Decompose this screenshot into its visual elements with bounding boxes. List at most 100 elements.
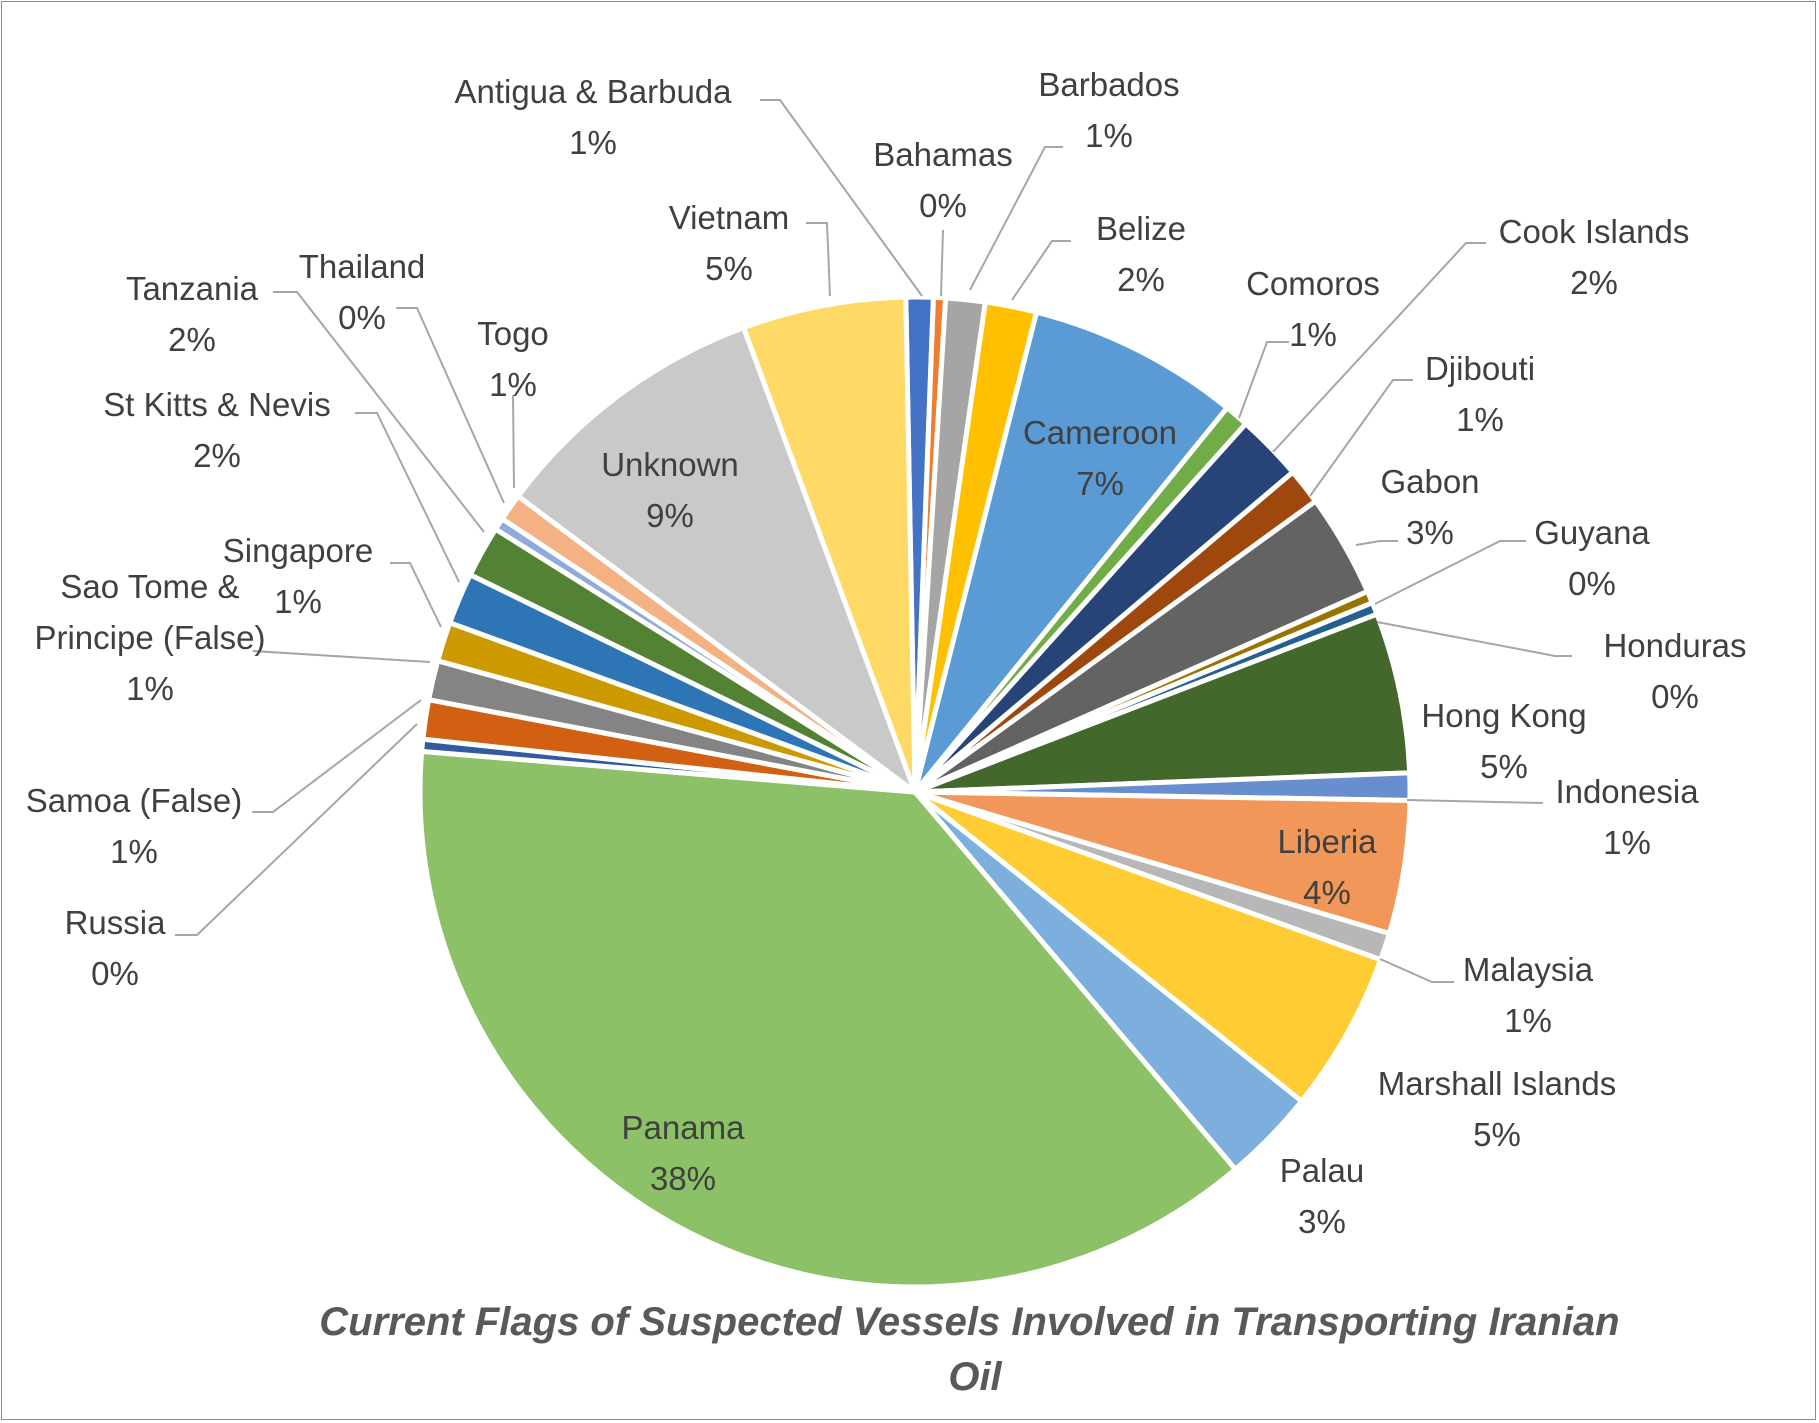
- leader-line-samoa-false: [252, 699, 422, 813]
- leader-line-honduras: [1376, 621, 1572, 657]
- slice-label-palau: Palau 3%: [1280, 1152, 1364, 1240]
- slice-name: St Kitts & Nevis: [103, 386, 330, 423]
- slice-percent: 1%: [1504, 1002, 1552, 1039]
- leader-line-barbados: [969, 146, 1063, 291]
- slice-percent: 38%: [650, 1160, 716, 1197]
- slice-label-togo: Togo 1%: [477, 315, 549, 403]
- pie-slice-vietnam: [741, 294, 918, 795]
- slice-label-panama: Panama 38%: [622, 1109, 746, 1197]
- slice-percent: 5%: [1473, 1116, 1521, 1153]
- slice-name: Palau: [1280, 1152, 1364, 1189]
- slice-label-gabon: Gabon 3%: [1380, 463, 1479, 551]
- slice-label-guyana: Guyana 0%: [1534, 514, 1650, 602]
- slice-percent: 2%: [168, 321, 216, 358]
- slice-name: Hong Kong: [1421, 697, 1586, 734]
- slice-percent: 9%: [646, 497, 694, 534]
- slice-label-indonesia: Indonesia 1%: [1555, 773, 1699, 861]
- slice-percent: 1%: [489, 366, 537, 403]
- pie-slice-cameroon: [912, 309, 1230, 795]
- slice-name: Barbados: [1038, 66, 1179, 103]
- chart-title: Current Flags of Suspected Vessels Invol…: [319, 1300, 1630, 1399]
- slice-label-djibouti: Djibouti 1%: [1425, 350, 1535, 438]
- slice-name: Unknown: [601, 446, 739, 483]
- slice-label-tanzania: Tanzania 2%: [126, 270, 259, 358]
- leader-line-tanzania: [273, 291, 485, 533]
- slice-name: Djibouti: [1425, 350, 1535, 387]
- slice-percent: 1%: [126, 670, 174, 707]
- leader-line-antigua-and-barbuda: [760, 99, 923, 297]
- slice-label-unknown: Unknown 9%: [601, 446, 739, 534]
- slice-percent: 5%: [1480, 748, 1528, 785]
- pie-slices: [417, 294, 1413, 1290]
- slice-percent: 1%: [1085, 117, 1133, 154]
- leader-line-malaysia: [1379, 958, 1454, 983]
- slice-percent: 1%: [110, 833, 158, 870]
- slice-percent: 2%: [193, 437, 241, 474]
- leader-line-bahamas: [940, 229, 944, 297]
- slice-name: Bahamas: [873, 136, 1012, 173]
- slice-label-vietnam: Vietnam 5%: [669, 199, 789, 287]
- leader-lines: [175, 99, 1572, 983]
- slice-label-cook-islands: Cook Islands 2%: [1499, 213, 1690, 301]
- slice-name: Principe (False): [34, 619, 265, 656]
- pie-slice-hong-kong: [912, 611, 1413, 795]
- slice-name: Gabon: [1380, 463, 1479, 500]
- slice-label-sao-tome-and-principe-false: Sao Tome & Principe (False) 1%: [34, 568, 265, 707]
- slice-name: Sao Tome &: [60, 568, 239, 605]
- slice-percent: 1%: [569, 124, 617, 161]
- slice-percent: 0%: [1651, 678, 1699, 715]
- slice-percent: 3%: [1298, 1203, 1346, 1240]
- leader-line-indonesia: [1406, 799, 1544, 804]
- slice-percent: 2%: [1117, 261, 1165, 298]
- slice-name: Samoa (False): [26, 782, 242, 819]
- slice-name: Liberia: [1277, 823, 1377, 860]
- leader-line-st-kitts-and-nevis: [355, 412, 460, 583]
- slice-label-bahamas: Bahamas 0%: [873, 136, 1012, 224]
- slice-percent: 1%: [274, 583, 322, 620]
- slice-percent: 2%: [1570, 264, 1618, 301]
- slice-name: Singapore: [223, 532, 373, 569]
- leader-line-togo: [512, 394, 515, 489]
- leader-line-thailand: [396, 307, 505, 504]
- slice-percent: 0%: [338, 299, 386, 336]
- slice-name: Cook Islands: [1499, 213, 1690, 250]
- slice-percent: 0%: [91, 955, 139, 992]
- slice-label-barbados: Barbados 1%: [1038, 66, 1179, 154]
- slice-percent: 1%: [1456, 401, 1504, 438]
- slice-name: Tanzania: [126, 270, 259, 307]
- slice-name: Thailand: [299, 248, 426, 285]
- slice-name: Belize: [1096, 210, 1186, 247]
- chart-title-line-2: Oil: [948, 1355, 1002, 1399]
- leader-line-vietnam: [806, 222, 831, 297]
- slice-label-comoros: Comoros 1%: [1246, 265, 1380, 353]
- leader-line-comoros: [1238, 341, 1289, 419]
- leader-line-cook-islands: [1272, 242, 1486, 453]
- slice-name: Malaysia: [1463, 951, 1594, 988]
- slice-name: Honduras: [1603, 627, 1746, 664]
- slice-label-russia: Russia 0%: [65, 904, 167, 992]
- slice-name: Cameroon: [1023, 414, 1177, 451]
- slice-label-samoa-false: Samoa (False) 1%: [26, 782, 242, 870]
- slice-label-singapore: Singapore 1%: [223, 532, 373, 620]
- leader-line-djibouti: [1309, 379, 1413, 497]
- pie-slice-panama: [417, 748, 1238, 1290]
- slice-percent: 4%: [1303, 874, 1351, 911]
- slice-name: Togo: [477, 315, 549, 352]
- slice-percent: 3%: [1406, 514, 1454, 551]
- slice-name: Vietnam: [669, 199, 789, 236]
- slice-name: Marshall Islands: [1378, 1065, 1616, 1102]
- slice-label-marshall-islands: Marshall Islands 5%: [1378, 1065, 1616, 1153]
- slice-percent: 5%: [705, 250, 753, 287]
- slice-percent: 1%: [1289, 316, 1337, 353]
- slice-percent: 7%: [1076, 465, 1124, 502]
- slice-label-cameroon: Cameroon 7%: [1023, 414, 1177, 502]
- slice-label-malaysia: Malaysia 1%: [1463, 951, 1594, 1039]
- slice-label-liberia: Liberia 4%: [1277, 823, 1377, 911]
- leader-line-sao-tome-and-principe-false: [252, 650, 431, 663]
- slice-label-belize: Belize 2%: [1096, 210, 1186, 298]
- slice-label-thailand: Thailand 0%: [299, 248, 426, 336]
- leader-line-gabon: [1355, 540, 1398, 546]
- slice-label-hong-kong: Hong Kong 5%: [1421, 697, 1586, 785]
- slice-percent: 0%: [1568, 565, 1616, 602]
